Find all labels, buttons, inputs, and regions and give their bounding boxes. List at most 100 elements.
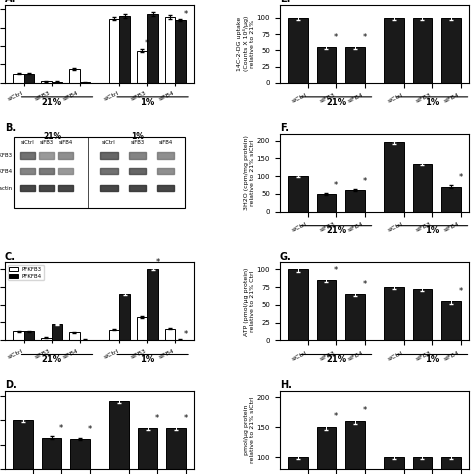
- Bar: [317, 47, 336, 83]
- Bar: [100, 152, 118, 158]
- Text: *: *: [183, 414, 188, 423]
- Bar: [52, 324, 62, 340]
- Bar: [413, 289, 432, 340]
- Bar: [20, 168, 35, 174]
- Bar: [157, 152, 174, 158]
- Bar: [345, 294, 365, 340]
- Text: G.: G.: [280, 252, 292, 262]
- Text: *: *: [363, 177, 367, 186]
- Bar: [157, 185, 174, 191]
- Bar: [441, 457, 461, 474]
- Bar: [13, 73, 24, 83]
- Bar: [317, 427, 336, 474]
- Text: E.: E.: [280, 0, 290, 4]
- Bar: [41, 338, 52, 340]
- Legend: PFKFB3, PFKFB4: PFKFB3, PFKFB4: [8, 265, 44, 280]
- Bar: [13, 331, 24, 340]
- Bar: [24, 331, 35, 340]
- Bar: [24, 73, 35, 83]
- Text: D.: D.: [5, 381, 17, 391]
- Text: 21%: 21%: [43, 132, 61, 141]
- Bar: [109, 401, 129, 469]
- Bar: [384, 457, 404, 474]
- Bar: [58, 152, 73, 158]
- Bar: [317, 280, 336, 340]
- Text: siFB3: siFB3: [130, 140, 145, 146]
- Text: 21%: 21%: [42, 98, 62, 107]
- Bar: [317, 194, 336, 211]
- Text: 1%: 1%: [140, 356, 155, 365]
- Text: *: *: [183, 330, 188, 339]
- Bar: [129, 185, 146, 191]
- Bar: [80, 339, 90, 340]
- Bar: [39, 185, 54, 191]
- Bar: [175, 339, 186, 340]
- Text: 1%: 1%: [425, 227, 439, 236]
- Bar: [345, 191, 365, 211]
- Bar: [41, 82, 52, 83]
- Text: A.: A.: [5, 0, 16, 4]
- Text: siCtrl: siCtrl: [20, 140, 35, 146]
- Bar: [58, 185, 73, 191]
- Bar: [288, 457, 308, 474]
- Bar: [70, 439, 90, 469]
- Text: PFKFB3: PFKFB3: [0, 153, 12, 158]
- Text: 1%: 1%: [425, 356, 439, 365]
- Text: 1%: 1%: [140, 98, 155, 107]
- Text: *: *: [458, 287, 463, 296]
- Bar: [384, 142, 404, 211]
- Bar: [384, 18, 404, 83]
- Text: *: *: [183, 9, 188, 18]
- Bar: [288, 18, 308, 83]
- Text: H.: H.: [280, 381, 292, 391]
- Text: *: *: [334, 181, 338, 190]
- Y-axis label: pmol/μg protein
relative to 21% siCtrl: pmol/μg protein relative to 21% siCtrl: [244, 397, 255, 464]
- Bar: [100, 168, 118, 174]
- Text: *: *: [145, 39, 149, 48]
- Text: *: *: [334, 412, 338, 421]
- Text: 21%: 21%: [326, 98, 346, 107]
- Bar: [39, 152, 54, 158]
- Text: siCtrl: siCtrl: [102, 140, 116, 146]
- Bar: [137, 317, 147, 340]
- Text: 1%: 1%: [131, 132, 144, 141]
- Bar: [13, 420, 33, 469]
- Bar: [20, 185, 35, 191]
- Bar: [137, 51, 147, 83]
- Text: PFKFB4: PFKFB4: [0, 169, 12, 173]
- Bar: [58, 168, 73, 174]
- Text: *: *: [363, 33, 367, 42]
- Bar: [129, 152, 146, 158]
- Bar: [166, 428, 186, 469]
- Text: C.: C.: [5, 252, 16, 262]
- Bar: [345, 47, 365, 83]
- Bar: [441, 301, 461, 340]
- Bar: [69, 332, 80, 340]
- Text: 1%: 1%: [425, 98, 439, 107]
- Text: β-actin: β-actin: [0, 186, 12, 191]
- Text: 21%: 21%: [326, 227, 346, 236]
- Text: *: *: [363, 406, 367, 415]
- Bar: [413, 18, 432, 83]
- Bar: [288, 176, 308, 211]
- Bar: [100, 185, 118, 191]
- Text: F.: F.: [280, 123, 289, 133]
- Text: *: *: [156, 258, 160, 267]
- Bar: [138, 428, 157, 469]
- Y-axis label: 3H2O (cpm/mg protein)
relative to 21% siCtrl: 3H2O (cpm/mg protein) relative to 21% si…: [244, 135, 255, 210]
- Text: *: *: [363, 280, 367, 289]
- Text: 21%: 21%: [42, 356, 62, 365]
- Bar: [441, 187, 461, 211]
- Bar: [39, 168, 54, 174]
- Bar: [345, 421, 365, 474]
- Bar: [164, 329, 175, 340]
- Bar: [441, 18, 461, 83]
- Bar: [147, 269, 158, 340]
- Bar: [384, 287, 404, 340]
- Bar: [147, 14, 158, 83]
- Bar: [52, 82, 62, 83]
- Text: *: *: [155, 414, 159, 423]
- Text: siFB4: siFB4: [159, 140, 173, 146]
- Y-axis label: 14C-2-DG uptake
(Counts X 10⁴/μg)
relative to 21%: 14C-2-DG uptake (Counts X 10⁴/μg) relati…: [237, 16, 255, 72]
- Bar: [157, 168, 174, 174]
